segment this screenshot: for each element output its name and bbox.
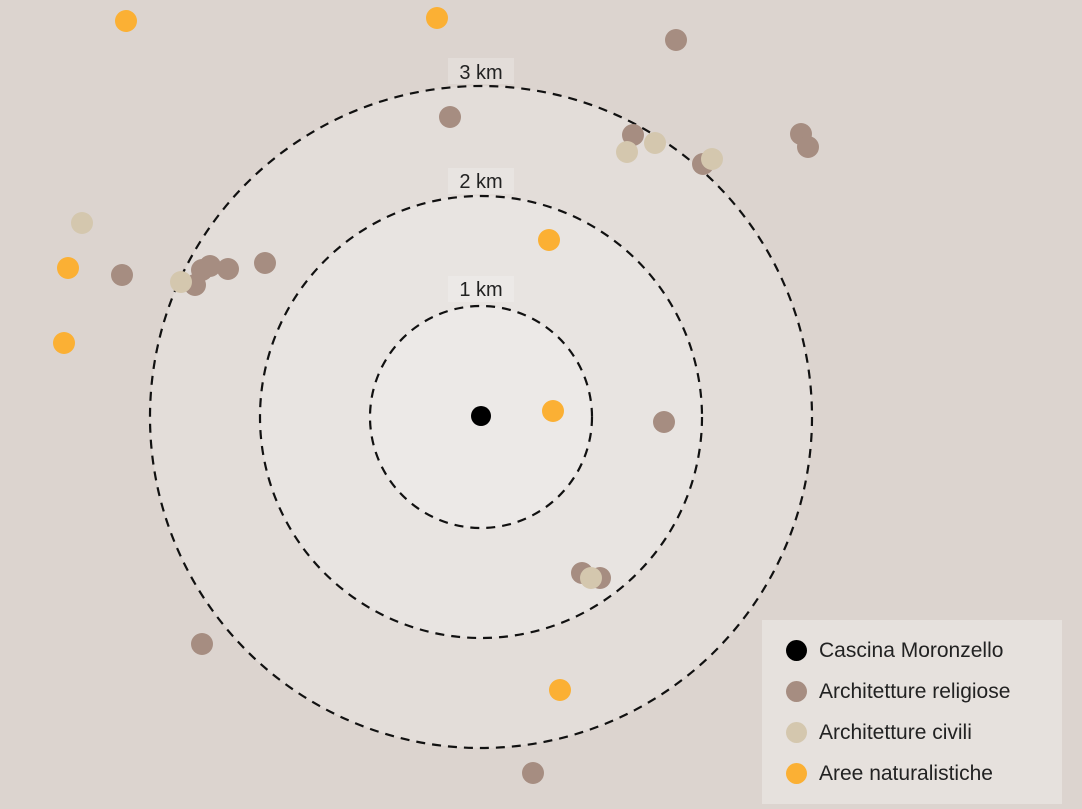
marker-civil[interactable]	[580, 567, 602, 589]
marker-civil[interactable]	[701, 148, 723, 170]
ring-3km	[148, 84, 814, 750]
marker-religious[interactable]	[622, 124, 644, 146]
ring-2km-label-bg	[448, 168, 514, 194]
legend-swatch-civil	[786, 722, 807, 743]
marker-religious[interactable]	[191, 633, 213, 655]
legend-label-civil: Architetture civili	[819, 720, 972, 744]
marker-religious[interactable]	[217, 258, 239, 280]
marker-religious[interactable]	[199, 255, 221, 277]
legend-item-center: Cascina Moronzello	[786, 630, 1062, 671]
legend-swatch-center	[786, 640, 807, 661]
marker-civil[interactable]	[71, 212, 93, 234]
ring-3km-label: 3 km	[459, 62, 502, 84]
legend-label-religious: Architetture religiose	[819, 679, 1011, 703]
marker-natural[interactable]	[542, 400, 564, 422]
marker-natural[interactable]	[538, 229, 560, 251]
marker-natural[interactable]	[426, 7, 448, 29]
marker-religious[interactable]	[653, 411, 675, 433]
marker-civil[interactable]	[616, 141, 638, 163]
marker-religious[interactable]	[665, 29, 687, 51]
marker-natural[interactable]	[549, 679, 571, 701]
ring-3km-label-bg	[448, 58, 514, 84]
ring-2km	[258, 194, 704, 640]
legend-swatch-natural	[786, 763, 807, 784]
marker-religious[interactable]	[439, 106, 461, 128]
marker-civil[interactable]	[170, 271, 192, 293]
ring-1km	[368, 304, 594, 530]
marker-religious[interactable]	[522, 762, 544, 784]
marker-natural[interactable]	[115, 10, 137, 32]
ring-1km-label-bg	[448, 276, 514, 302]
marker-natural[interactable]	[53, 332, 75, 354]
legend-label-center: Cascina Moronzello	[819, 638, 1004, 662]
ring-2km-label: 2 km	[459, 171, 502, 193]
legend-label-natural: Aree naturalistiche	[819, 761, 993, 785]
marker-natural[interactable]	[57, 257, 79, 279]
marker-religious[interactable]	[797, 136, 819, 158]
marker-center-cascina-moronzello[interactable]	[471, 406, 491, 426]
marker-religious[interactable]	[111, 264, 133, 286]
ring-1km-label: 1 km	[459, 279, 502, 301]
legend-swatch-religious	[786, 681, 807, 702]
legend-item-civil: Architetture civili	[786, 712, 1062, 753]
legend-item-natural: Aree naturalistiche	[786, 753, 1062, 794]
marker-religious[interactable]	[254, 252, 276, 274]
marker-civil[interactable]	[644, 132, 666, 154]
legend-item-religious: Architetture religiose	[786, 671, 1062, 712]
legend: Cascina Moronzello Architetture religios…	[762, 620, 1062, 804]
